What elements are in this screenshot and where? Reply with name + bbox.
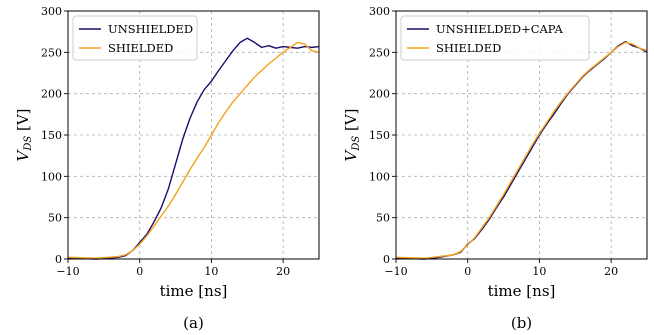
- legend-box: [400, 15, 590, 61]
- panel-caption: (a): [183, 314, 204, 332]
- x-tick-label: 0: [136, 265, 143, 278]
- series-line-0: [67, 37, 320, 260]
- legend-label-0: UNSHIELDED: [108, 22, 193, 36]
- x-tick-label: 20: [276, 265, 290, 278]
- y-tick-label: 150: [41, 129, 62, 142]
- x-tick-label: −10: [384, 265, 407, 278]
- y-axis-label: VDS [V]: [14, 108, 34, 161]
- legend-label-1: SHIELDED: [108, 41, 173, 55]
- y-tick-label: 100: [369, 170, 390, 183]
- y-axis-label: VDS [V]: [342, 108, 362, 161]
- series-line-1: [395, 41, 648, 259]
- y-tick-label: 300: [41, 5, 62, 18]
- y-tick-label: 100: [41, 170, 62, 183]
- y-tick-label: 0: [55, 253, 62, 266]
- y-tick-label: 250: [369, 46, 390, 59]
- x-tick-label: 10: [204, 265, 218, 278]
- y-tick-label: 0: [383, 253, 390, 266]
- panel-caption: (b): [511, 314, 532, 332]
- y-tick-label: 150: [369, 129, 390, 142]
- y-tick-label: 250: [41, 46, 62, 59]
- series-line-0: [395, 40, 648, 260]
- y-tick-label: 50: [48, 212, 62, 225]
- y-axis-label-main: V: [14, 149, 32, 162]
- legend: UNSHIELDED SHIELDED: [72, 15, 198, 61]
- x-axis-label: time [ns]: [488, 282, 556, 300]
- x-tick-label: 10: [532, 265, 546, 278]
- legend-label-1: SHIELDED: [436, 41, 501, 55]
- y-tick-label: 200: [41, 88, 62, 101]
- y-tick-label: 300: [369, 5, 390, 18]
- y-axis-label-unit: [V]: [14, 108, 32, 135]
- y-tick-label: 50: [376, 212, 390, 225]
- x-tick-label: 0: [464, 265, 471, 278]
- legend-label-0: UNSHIELDED+CAPA: [436, 22, 563, 36]
- y-tick-label: 200: [369, 88, 390, 101]
- legend: UNSHIELDED+CAPA SHIELDED: [400, 15, 590, 61]
- y-axis-label-main: V: [342, 149, 360, 162]
- y-axis-label-unit: [V]: [342, 108, 360, 135]
- legend-box: [72, 15, 198, 61]
- x-tick-label: −10: [56, 265, 79, 278]
- x-tick-label: 20: [604, 265, 618, 278]
- x-axis-label: time [ns]: [160, 282, 228, 300]
- y-axis-label-subscript: DS: [23, 136, 34, 152]
- y-axis-label-subscript: DS: [351, 136, 362, 152]
- series-line-1: [67, 41, 320, 259]
